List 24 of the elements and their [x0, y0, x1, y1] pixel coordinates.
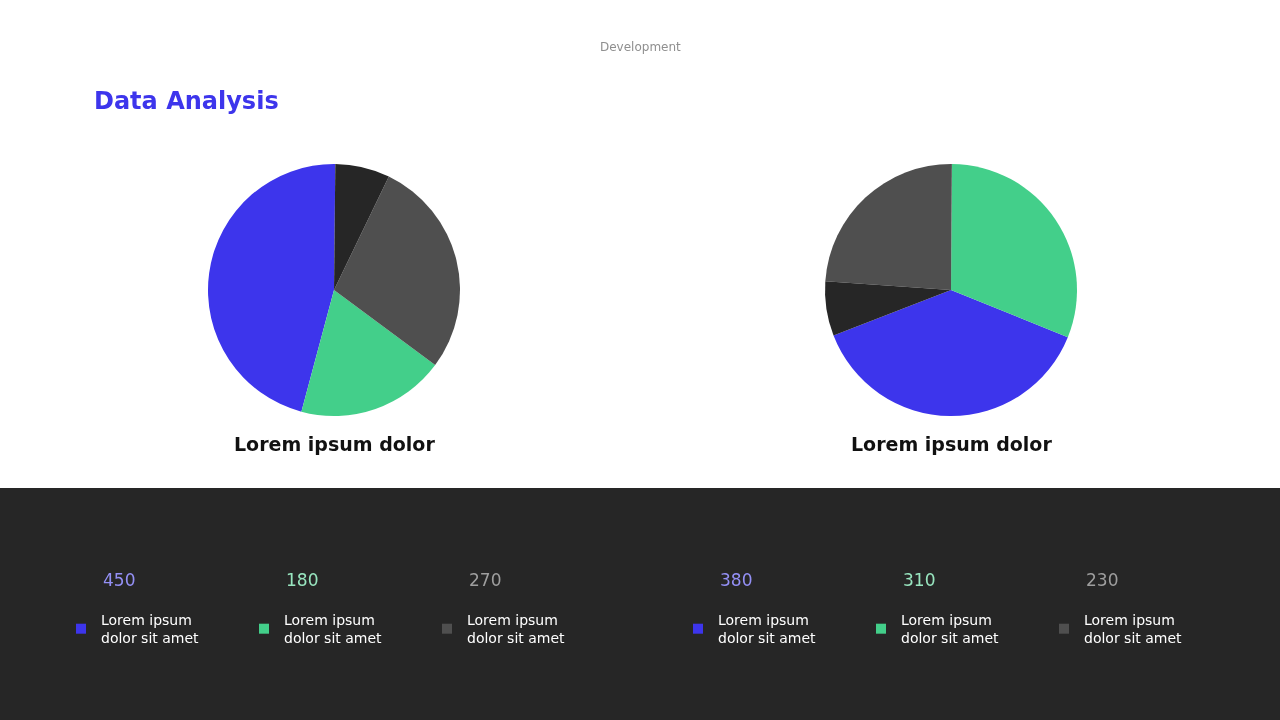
- text: 380: [720, 570, 753, 590]
- pie-slice: [301, 290, 436, 416]
- text: 270: [469, 570, 502, 590]
- legend-label: Lorem ipsum dolor sit amet: [284, 612, 383, 647]
- pie-slice: [825, 164, 952, 290]
- pie-slice: [334, 176, 460, 366]
- pie-slice: [825, 281, 951, 336]
- text: Development: [600, 40, 682, 54]
- text: 180: [286, 570, 319, 590]
- legend-label: Lorem ipsum dolor sit amet: [718, 612, 817, 647]
- legend-label: Lorem ipsum dolor sit amet: [901, 612, 1000, 647]
- text: Data Analysis: [94, 87, 279, 116]
- text: 310: [903, 570, 936, 590]
- pie-slice: [951, 164, 1077, 338]
- legend-label: Lorem ipsum dolor sit amet: [467, 612, 566, 647]
- text: Lorem ipsum dolor: [234, 433, 436, 455]
- text: 450: [103, 570, 136, 590]
- legend-label: Lorem ipsum dolor sit amet: [1084, 612, 1183, 647]
- pie-slice: [833, 290, 1068, 416]
- pie-slice: [334, 164, 389, 290]
- legend-label: Lorem ipsum dolor sit amet: [101, 612, 200, 647]
- text: Lorem ipsum dolor: [851, 433, 1053, 455]
- pie-slice: [208, 164, 336, 412]
- text: 230: [1086, 570, 1119, 590]
